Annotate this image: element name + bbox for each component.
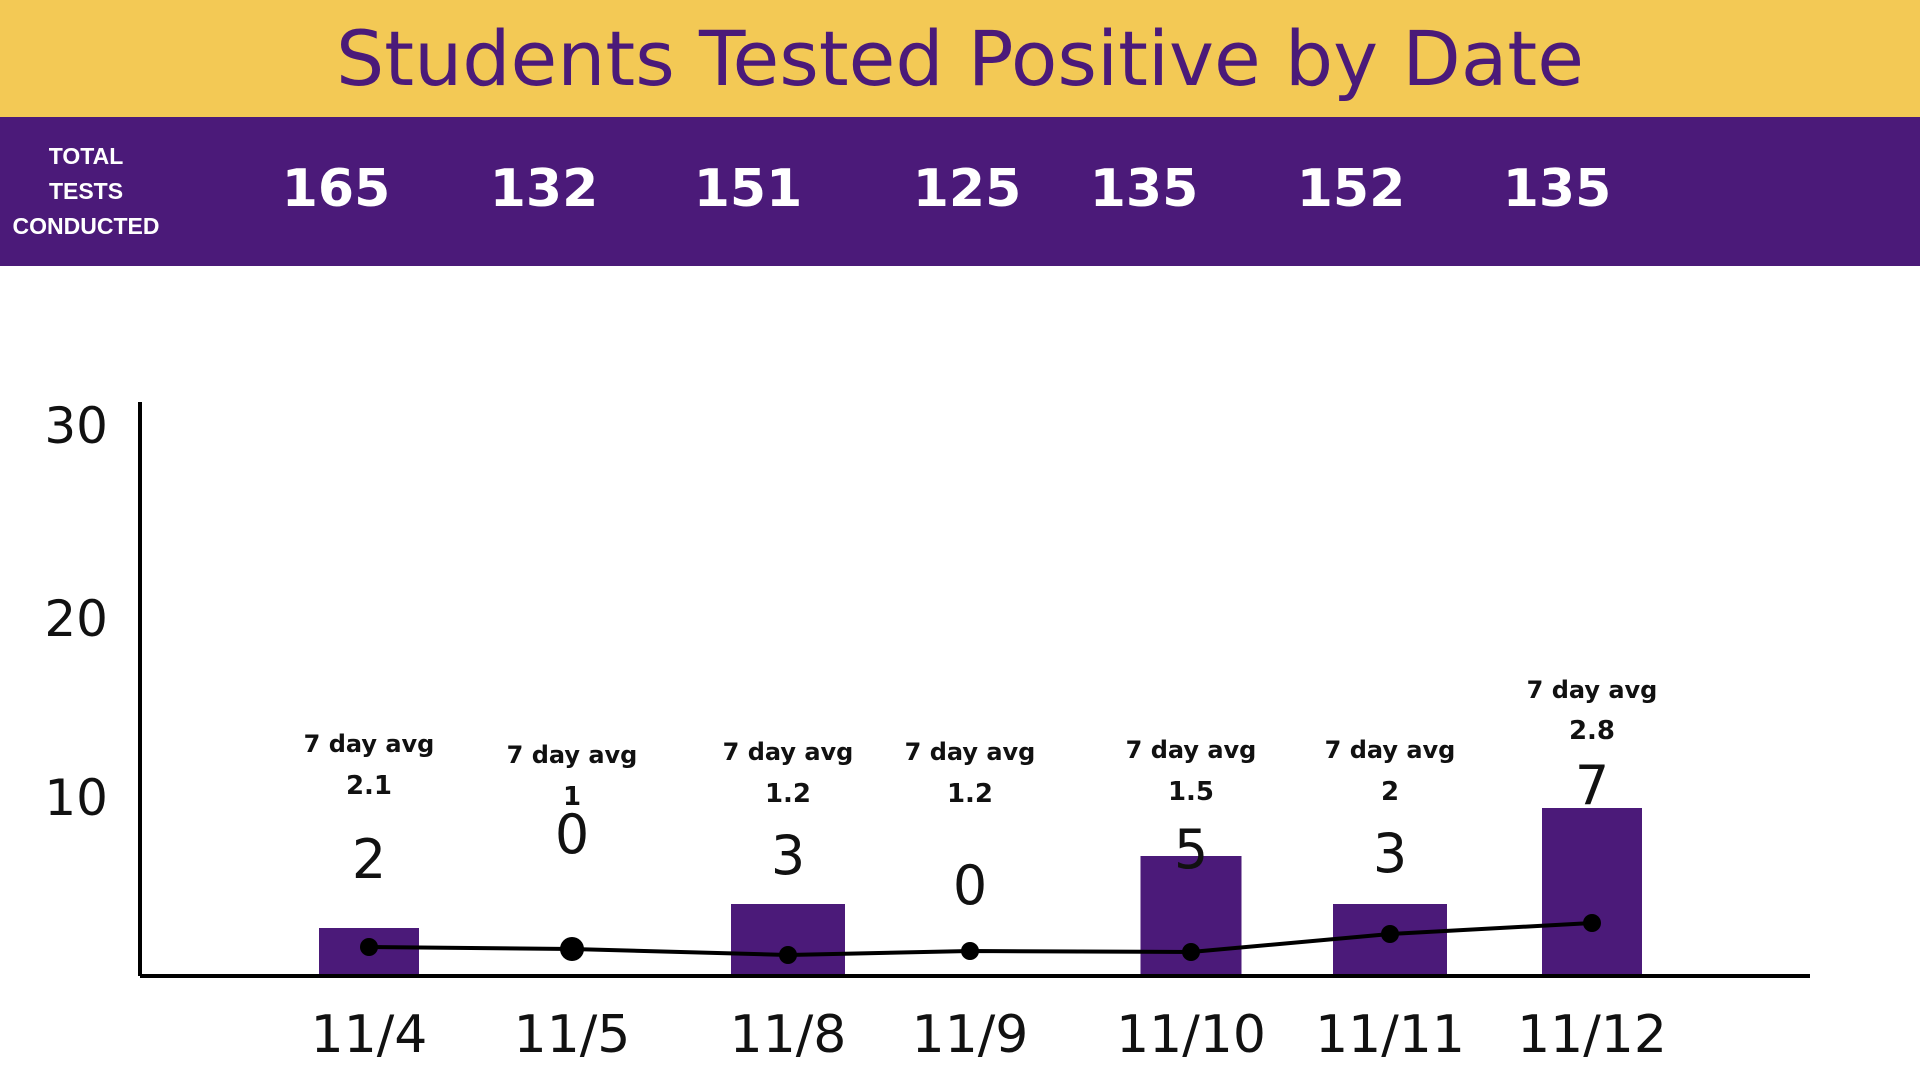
- x-tick-label-11-11: 11/11: [1315, 1005, 1465, 1065]
- avg-label-11-9: 7 day avg: [905, 738, 1036, 766]
- y-tick-label-30: 30: [44, 397, 108, 455]
- tests-value-11-11: 152: [1296, 159, 1406, 219]
- avg-point-11-11: [1381, 925, 1399, 943]
- avg-value-11-9: 1.2: [947, 779, 993, 809]
- avg-point-11-4: [360, 938, 378, 956]
- avg-point-11-10: [1182, 943, 1200, 961]
- avg-value-11-11: 2: [1381, 777, 1399, 807]
- avg-point-11-8: [779, 946, 797, 964]
- avg-point-11-5: [560, 937, 584, 961]
- bar-11-12: [1542, 808, 1642, 976]
- tests-value-11-10: 135: [1089, 159, 1199, 219]
- tests-value-11-9: 125: [912, 159, 1022, 219]
- tests-value-11-4: 165: [281, 159, 391, 219]
- tests-value-11-8: 151: [693, 159, 803, 219]
- tests-label: TOTAL TESTS CONDUCTED: [12, 143, 160, 239]
- avg-label-11-12: 7 day avg: [1527, 676, 1658, 704]
- x-tick-label-11-4: 11/4: [311, 1005, 428, 1065]
- avg-label-11-10: 7 day avg: [1126, 736, 1257, 764]
- value-label-11-11: 3: [1373, 822, 1407, 885]
- x-tick-label-11-12: 11/12: [1517, 1005, 1667, 1065]
- x-tick-label-11-9: 11/9: [912, 1005, 1029, 1065]
- avg-value-11-4: 2.1: [346, 771, 392, 801]
- x-tick-label-11-8: 11/8: [730, 1005, 847, 1065]
- tests-band: TOTAL TESTS CONDUCTED 165 132 151 125 13…: [0, 117, 1920, 266]
- avg-value-11-10: 1.5: [1168, 777, 1214, 807]
- value-label-11-9: 0: [953, 854, 987, 917]
- avg-label-11-5: 7 day avg: [507, 741, 638, 769]
- value-label-11-10: 5: [1174, 818, 1208, 881]
- avg-value-11-8: 1.2: [765, 779, 811, 809]
- x-tick-label-11-5: 11/5: [514, 1005, 631, 1065]
- bar-11-8: [731, 904, 845, 976]
- avg-label-11-8: 7 day avg: [723, 738, 854, 766]
- value-label-11-8: 3: [771, 824, 805, 887]
- y-tick-label-20: 20: [44, 590, 108, 648]
- value-label-11-12: 7: [1575, 754, 1609, 817]
- avg-label-11-11: 7 day avg: [1325, 736, 1456, 764]
- tests-value-11-12: 135: [1502, 159, 1612, 219]
- avg-point-11-12: [1583, 914, 1601, 932]
- y-tick-label-10: 10: [44, 769, 108, 827]
- avg-label-11-4: 7 day avg: [304, 730, 435, 758]
- tests-value-11-5: 132: [489, 159, 599, 219]
- avg-point-11-9: [961, 942, 979, 960]
- value-label-11-5: 0: [555, 803, 589, 866]
- chart-title: Students Tested Positive by Date: [336, 14, 1584, 103]
- avg-value-11-5: 1: [563, 782, 581, 812]
- value-label-11-4: 2: [352, 828, 386, 891]
- x-tick-label-11-10: 11/10: [1116, 1005, 1266, 1065]
- title-bar: Students Tested Positive by Date: [0, 0, 1920, 117]
- avg-value-11-12: 2.8: [1569, 716, 1615, 746]
